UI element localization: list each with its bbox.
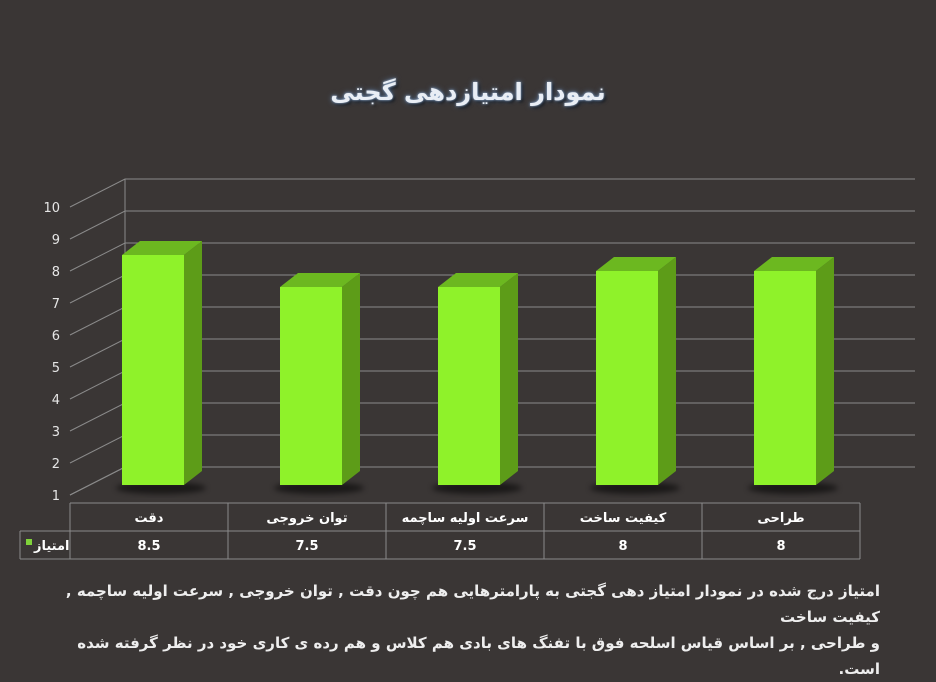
- gridline: [69, 178, 915, 208]
- chart-title: نمودار امتیازدهی گجتی: [330, 78, 606, 106]
- y-tick-label: 10: [43, 201, 60, 216]
- bar-chart: 1 2 3 4 5 6 7 8 9 10 دقت 8.5 توان خروجی 7.5 سرعت اولی…: [19, 178, 915, 560]
- bar: [274, 273, 364, 494]
- bar-side: [816, 257, 834, 485]
- bar-top: [754, 257, 834, 271]
- bar-front: [754, 271, 816, 485]
- bar-front: [280, 287, 342, 485]
- category-label: کیفیت ساخت: [580, 511, 667, 526]
- y-tick-label: 9: [52, 233, 60, 248]
- bar: [590, 257, 680, 494]
- bar-side: [184, 241, 202, 485]
- category-label: سرعت اولیه ساچمه: [402, 511, 529, 526]
- footer-line-2: و طراحی , بر اساس قیاس اسلحه فوق با تفنگ…: [77, 634, 880, 678]
- y-tick-label: 1: [52, 489, 60, 504]
- bar-top: [280, 273, 360, 287]
- gridline: [69, 242, 915, 272]
- gridline: [69, 210, 915, 240]
- value-label: 8: [618, 539, 627, 554]
- bar-top: [596, 257, 676, 271]
- bar-side: [500, 273, 518, 485]
- footer-line-1: امتیاز درج شده در نمودار امتیاز دهی گجتی…: [65, 582, 880, 626]
- bar: [748, 257, 838, 494]
- y-tick-label: 7: [52, 297, 60, 312]
- y-tick-label: 5: [52, 361, 60, 376]
- legend-label: امتیاز: [33, 539, 69, 554]
- value-label: 7.5: [295, 539, 318, 554]
- y-tick-label: 2: [52, 457, 60, 472]
- category-label: توان خروجی: [266, 511, 347, 526]
- bar-front: [438, 287, 500, 485]
- legend-key: [26, 539, 32, 545]
- value-label: 7.5: [453, 539, 476, 554]
- y-tick-label: 6: [52, 329, 60, 344]
- bar-top: [122, 241, 202, 255]
- y-tick-label: 4: [52, 393, 60, 408]
- y-tick-label: 3: [52, 425, 60, 440]
- footer-note: امتیاز درج شده در نمودار امتیاز دهی گجتی…: [40, 578, 880, 682]
- category-label: طراحی: [757, 511, 804, 526]
- bar-side: [342, 273, 360, 485]
- bar-front: [596, 271, 658, 485]
- data-table: دقت 8.5 توان خروجی 7.5 سرعت اولیه ساچمه 7.5 کی…: [19, 502, 861, 560]
- y-tick-label: 8: [52, 265, 60, 280]
- value-label: 8: [776, 539, 785, 554]
- bar-top: [438, 273, 518, 287]
- category-label: دقت: [135, 511, 164, 526]
- bars: [116, 241, 838, 494]
- bar-side: [658, 257, 676, 485]
- bar: [432, 273, 522, 494]
- bar-front: [122, 255, 184, 485]
- value-label: 8.5: [137, 539, 160, 554]
- bar: [116, 241, 206, 494]
